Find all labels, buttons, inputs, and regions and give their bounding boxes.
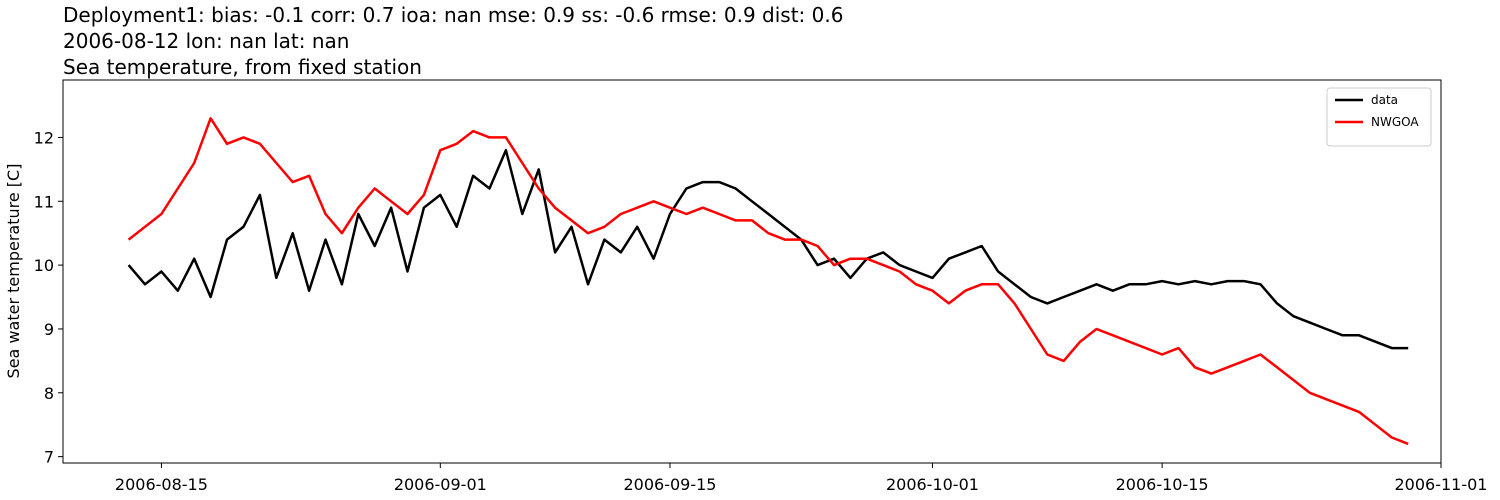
chart-subtitle: 2006-08-12 lon: nan lat: nan bbox=[63, 29, 349, 53]
y-tick-label: 11 bbox=[34, 192, 54, 211]
legend-label: NWGOA bbox=[1371, 115, 1419, 129]
legend: data NWGOA bbox=[1326, 87, 1432, 147]
y-tick-label: 8 bbox=[44, 384, 54, 403]
legend-box bbox=[1326, 87, 1432, 147]
chart-subtitle: Sea temperature, from fixed station bbox=[63, 55, 422, 79]
y-tick-label: 12 bbox=[34, 128, 54, 147]
y-axis-label: Sea water temperature [C] bbox=[4, 164, 23, 379]
y-tick-label: 9 bbox=[44, 320, 54, 339]
legend-label: data bbox=[1371, 93, 1398, 107]
series-line bbox=[127, 117, 1409, 446]
x-tick-label: 2006-09-01 bbox=[394, 475, 487, 494]
x-tick-label: 2006-11-01 bbox=[1395, 475, 1488, 494]
y-tick-label: 7 bbox=[44, 448, 54, 467]
x-tick-label: 2006-08-15 bbox=[115, 475, 208, 494]
x-tick-label: 2006-10-01 bbox=[886, 475, 979, 494]
chart-title: Deployment1: bias: -0.1 corr: 0.7 ioa: n… bbox=[63, 3, 843, 27]
y-tick-label: 10 bbox=[34, 256, 54, 275]
series-line bbox=[127, 148, 1409, 350]
x-tick-label: 2006-09-15 bbox=[623, 475, 716, 494]
plot-frame bbox=[62, 79, 1442, 464]
x-tick-label: 2006-10-15 bbox=[1116, 475, 1209, 494]
